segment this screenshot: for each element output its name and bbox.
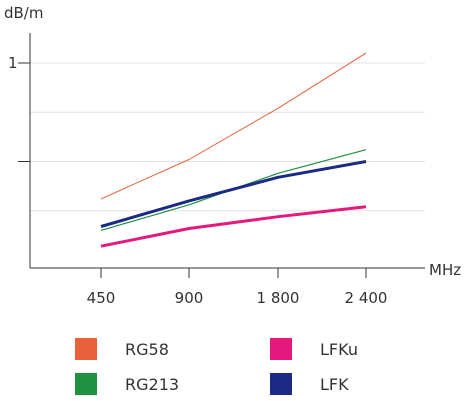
series-lines (100, 52, 367, 248)
series-line-lfk (100, 160, 367, 228)
axis-ticks: 1 450 900 1 800 2 400 (8, 54, 387, 307)
x-axis-unit-label: MHz (429, 261, 461, 279)
y-tick-label: 1 (8, 54, 18, 72)
x-tick-label: 2 400 (345, 289, 388, 307)
y-axis-unit-label: dB/m (4, 4, 43, 22)
x-tick-label: 1 800 (257, 289, 300, 307)
x-tick-label: 900 (175, 289, 204, 307)
axes (29, 33, 425, 269)
series-line-rg58 (100, 52, 367, 200)
x-tick-label: 450 (87, 289, 116, 307)
series-line-lfku (100, 205, 367, 248)
